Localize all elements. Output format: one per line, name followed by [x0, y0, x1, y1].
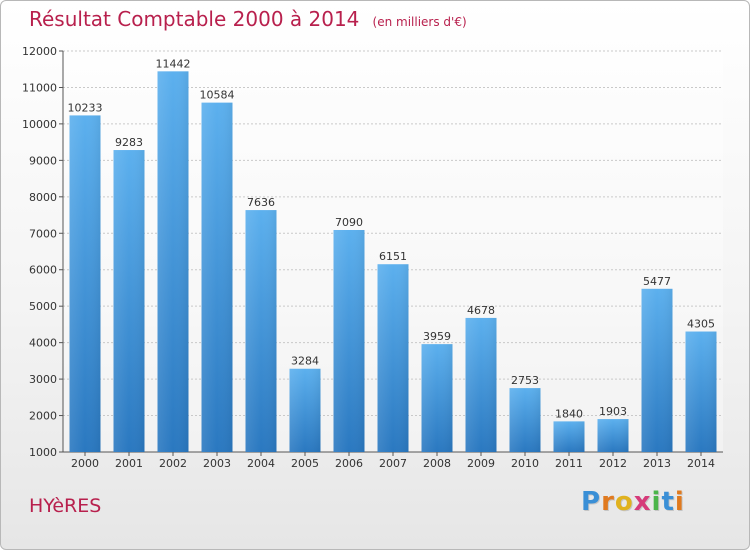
logo-letter: o [614, 487, 634, 517]
bar-shine [289, 368, 321, 452]
x-tick-label: 2005 [291, 457, 319, 470]
y-tick-label: 6000 [29, 264, 57, 277]
data-label: 10584 [200, 89, 235, 102]
bar-shine [597, 419, 629, 452]
bar-shine [421, 344, 453, 452]
data-label: 10233 [68, 101, 103, 114]
bar-shine [157, 71, 189, 452]
bar-shine [509, 388, 541, 452]
y-tick-label: 9000 [29, 154, 57, 167]
x-tick-label: 2008 [423, 457, 451, 470]
y-tick-label: 11000 [22, 81, 57, 94]
x-tick-label: 2009 [467, 457, 495, 470]
logo-letter: x [633, 487, 652, 517]
data-label: 9283 [115, 136, 143, 149]
y-tick-label: 8000 [29, 191, 57, 204]
x-tick-label: 2012 [599, 457, 627, 470]
bar-shine [641, 288, 673, 452]
x-tick-label: 2004 [247, 457, 275, 470]
data-label: 1840 [555, 407, 583, 420]
y-tick-label: 5000 [29, 300, 57, 313]
chart-title: Résultat Comptable 2000 à 2014 (en milli… [29, 7, 467, 31]
bar-shine [377, 264, 409, 452]
data-label: 4305 [687, 318, 715, 331]
x-tick-label: 2003 [203, 457, 231, 470]
x-tick-label: 2006 [335, 457, 363, 470]
proxiti-logo: Proxiti [581, 487, 685, 517]
bar-shine [113, 150, 145, 452]
y-tick-label: 4000 [29, 337, 57, 350]
x-tick-label: 2001 [115, 457, 143, 470]
data-label: 2753 [511, 374, 539, 387]
x-tick-label: 2007 [379, 457, 407, 470]
bar-shine [69, 115, 101, 452]
data-label: 7090 [335, 216, 363, 229]
y-tick-label: 12000 [22, 45, 57, 58]
y-tick-label: 1000 [29, 446, 57, 459]
y-tick-label: 7000 [29, 227, 57, 240]
logo-letter: i [651, 487, 662, 517]
y-tick-label: 3000 [29, 373, 57, 386]
logo-letter: r [601, 487, 615, 517]
bar-shine [201, 102, 233, 453]
bar-shine [333, 229, 365, 452]
data-label: 6151 [379, 250, 407, 263]
bar-shine [465, 317, 497, 452]
unit-note: (en milliers d'€) [372, 15, 467, 29]
logo-letter: t [661, 487, 675, 517]
data-label: 11442 [156, 57, 191, 70]
logo-letter: P [581, 487, 602, 517]
x-tick-label: 2011 [555, 457, 583, 470]
x-tick-label: 2010 [511, 457, 539, 470]
data-label: 7636 [247, 196, 275, 209]
y-tick-label: 10000 [22, 118, 57, 131]
bar-shine [245, 210, 277, 452]
x-tick-label: 2002 [159, 457, 187, 470]
title-text: Résultat Comptable 2000 à 2014 [29, 7, 360, 31]
x-tick-label: 2013 [643, 457, 671, 470]
bar-shine [553, 421, 585, 452]
logo-letter: i [674, 487, 685, 517]
data-label: 1903 [599, 405, 627, 418]
city-name: HYèRES [29, 495, 102, 517]
data-label: 4678 [467, 304, 495, 317]
bar-shine [685, 331, 717, 452]
data-label: 3284 [291, 355, 319, 368]
data-label: 5477 [643, 275, 671, 288]
data-label: 3959 [423, 330, 451, 343]
x-tick-label: 2000 [71, 457, 99, 470]
x-tick-label: 2014 [687, 457, 715, 470]
y-tick-label: 2000 [29, 410, 57, 423]
